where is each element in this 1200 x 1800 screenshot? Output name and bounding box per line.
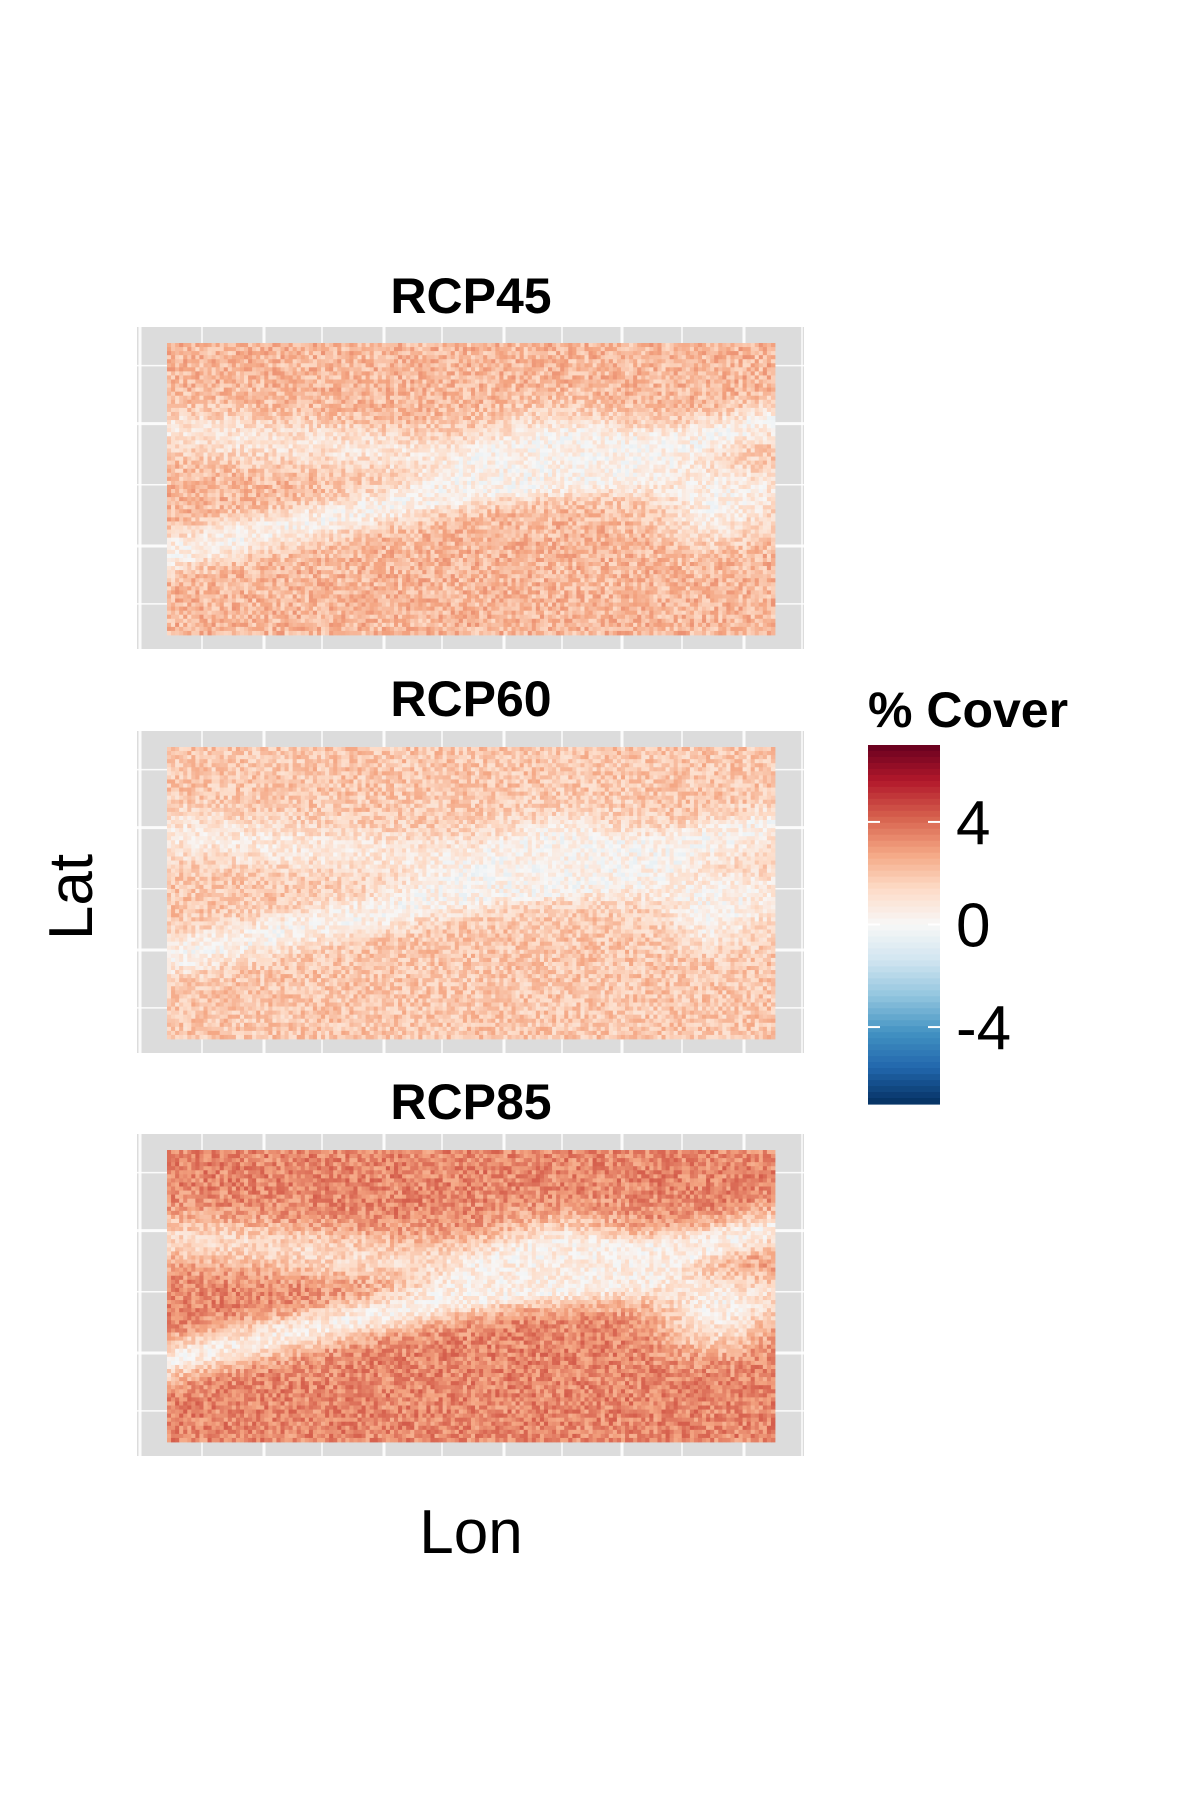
legend-tick-label: 4: [956, 789, 990, 858]
heatmap-cells: [167, 747, 776, 1040]
legend-title: % Cover: [868, 682, 1068, 738]
facet-title: RCP60: [390, 671, 551, 727]
x-axis-title: Lon: [419, 1498, 522, 1567]
facet-title: RCP45: [390, 268, 551, 324]
facet-panels: RCP45 RCP60 RCP85: [137, 268, 804, 1456]
legend-tick-label: -4: [956, 994, 1011, 1063]
heatmap-cells: [167, 1150, 776, 1443]
heatmap-cells: [167, 343, 776, 636]
facet-panel: RCP45: [137, 268, 804, 649]
color-legend: % Cover 4 0 -4: [868, 682, 1068, 1105]
legend-colorbar: [868, 745, 940, 1105]
facet-title: RCP85: [390, 1074, 551, 1130]
y-axis-title: Lat: [37, 854, 106, 940]
legend-ticks: 4 0 -4: [868, 789, 1011, 1063]
legend-tick-label: 0: [956, 892, 990, 961]
facet-panel: RCP60: [137, 671, 804, 1053]
facet-panel: RCP85: [137, 1074, 804, 1456]
